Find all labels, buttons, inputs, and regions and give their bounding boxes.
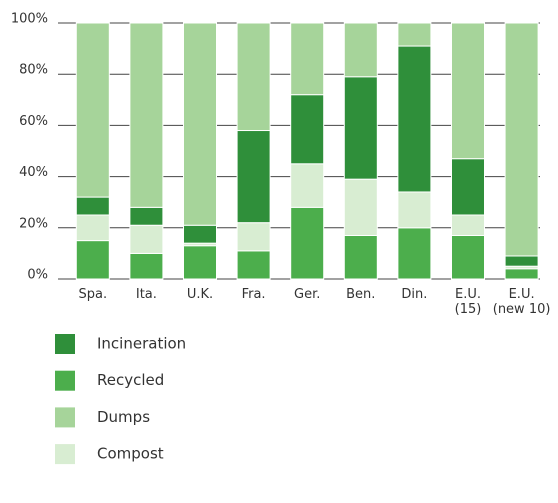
bar-segment xyxy=(343,22,378,78)
bar-segment xyxy=(397,45,432,193)
bar-segment xyxy=(504,255,539,267)
bar-segment xyxy=(397,22,432,47)
bar-segment xyxy=(504,268,539,280)
bar-segment xyxy=(290,94,325,165)
x-tick-label: Ben. xyxy=(346,287,376,302)
bar-segment xyxy=(451,22,485,160)
bar-segment xyxy=(343,76,378,180)
legend-label: Dumps xyxy=(97,408,150,426)
legend-swatch xyxy=(55,444,75,465)
legend-swatch xyxy=(55,370,75,391)
x-tick-label: Spa. xyxy=(78,287,108,302)
x-tick-label: U.K. xyxy=(186,287,214,302)
legend-swatch xyxy=(55,334,75,354)
y-tick-label: 60% xyxy=(19,114,48,129)
bar-segment xyxy=(75,22,110,198)
bar-segment xyxy=(451,214,485,236)
x-tick-label: E.U. (new 10) xyxy=(492,287,551,317)
bar-segment xyxy=(183,245,217,280)
x-tick-label: Fra. xyxy=(241,287,266,302)
x-tick-label: Ger. xyxy=(294,287,321,302)
bar-segment xyxy=(290,206,325,280)
y-tick-label: 80% xyxy=(19,63,48,78)
y-tick-label: 100% xyxy=(11,12,48,27)
y-tick-label: 20% xyxy=(19,216,48,231)
bar-segment xyxy=(75,214,110,242)
bar-segment xyxy=(397,227,432,280)
bar-segment xyxy=(236,130,271,224)
bar-segment xyxy=(129,224,164,254)
bar-segment xyxy=(451,158,485,216)
x-tick-label: Ita. xyxy=(135,287,157,302)
legend-swatch xyxy=(55,407,75,428)
legend-label: Incineration xyxy=(97,335,186,353)
legend-label: Recycled xyxy=(97,371,164,389)
bar-segment xyxy=(236,22,271,132)
bar-segment xyxy=(290,22,325,96)
bar-segment xyxy=(236,250,271,280)
bar-segment xyxy=(236,222,271,252)
bar-segment xyxy=(343,234,378,280)
y-tick-label: 0% xyxy=(27,268,48,283)
bar-segment xyxy=(75,240,110,280)
bar-segment xyxy=(183,224,217,244)
bar-segment xyxy=(129,252,164,280)
x-tick-label: Din. xyxy=(401,287,428,302)
x-tick-label: E.U. (15) xyxy=(454,287,482,317)
bar-segment xyxy=(290,163,325,208)
bar-segment xyxy=(504,22,539,257)
y-tick-label: 40% xyxy=(19,165,48,180)
legend-label: Compost xyxy=(97,445,164,463)
bar-segment xyxy=(183,22,217,226)
bar-segment xyxy=(129,22,164,208)
bar-segment xyxy=(75,196,110,216)
bar-segment xyxy=(343,178,378,236)
bar-segment xyxy=(451,234,485,280)
bar-segment xyxy=(397,191,432,229)
bar-segment xyxy=(129,206,164,226)
